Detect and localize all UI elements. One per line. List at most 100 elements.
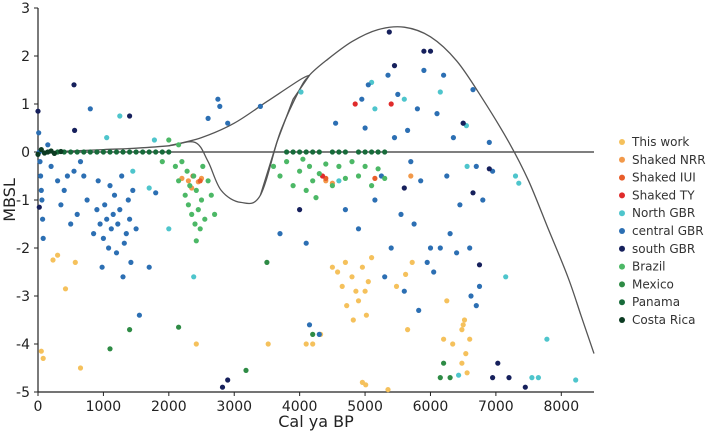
point-central-gbr <box>362 125 368 131</box>
point-north-gbr <box>336 178 342 184</box>
point-this-work <box>363 382 369 388</box>
point-brazil <box>191 173 197 179</box>
point-panama <box>290 149 296 155</box>
point-central-gbr <box>342 207 348 213</box>
point-central-gbr <box>277 231 283 237</box>
y-tick-label: -4 <box>16 337 30 353</box>
x-tick-label: 0 <box>34 399 43 415</box>
point-brazil <box>300 156 306 162</box>
point-this-work <box>339 283 345 289</box>
point-brazil <box>192 221 198 227</box>
point-panama <box>336 149 342 155</box>
point-central-gbr <box>454 250 460 256</box>
point-central-gbr <box>58 202 64 208</box>
point-central-gbr <box>38 187 44 193</box>
point-central-gbr <box>48 163 54 169</box>
point-central-gbr <box>306 322 313 328</box>
legend-label-panama: Panama <box>632 295 680 309</box>
point-mexico <box>437 375 443 381</box>
point-panama <box>68 149 74 155</box>
point-brazil <box>382 175 388 181</box>
point-this-work <box>50 257 56 263</box>
upper-curve <box>168 74 310 147</box>
point-brazil <box>212 211 218 217</box>
point-central-gbr <box>106 245 112 251</box>
point-this-work <box>55 252 61 258</box>
point-central-gbr <box>74 211 80 217</box>
point-central-gbr <box>333 120 339 126</box>
point-central-gbr <box>100 235 106 241</box>
point-this-work <box>463 351 469 357</box>
point-panama <box>316 149 322 155</box>
point-central-gbr <box>470 87 476 93</box>
point-brazil <box>313 195 319 201</box>
point-north-gbr <box>535 375 542 381</box>
point-central-gbr <box>153 190 159 196</box>
point-brazil <box>189 211 195 217</box>
point-central-gbr <box>401 288 407 294</box>
point-south-gbr <box>297 207 303 213</box>
point-brazil <box>297 168 303 174</box>
point-this-work <box>363 312 369 318</box>
point-brazil <box>290 183 296 189</box>
point-central-gbr <box>38 173 44 179</box>
point-central-gbr <box>81 173 87 179</box>
legend-marker-south-gbr <box>619 245 625 252</box>
point-north-gbr <box>191 274 197 280</box>
point-brazil <box>316 171 322 177</box>
x-tick-label: 6000 <box>413 399 449 415</box>
point-south-gbr <box>386 29 392 35</box>
point-central-gbr <box>68 221 74 227</box>
point-mexico <box>441 360 447 366</box>
point-central-gbr <box>257 103 263 109</box>
point-shaked-iui <box>197 178 203 184</box>
point-north-gbr <box>456 372 462 378</box>
point-south-gbr <box>36 204 42 210</box>
point-north-gbr <box>130 168 136 174</box>
point-central-gbr <box>359 96 365 102</box>
point-central-gbr <box>385 72 391 78</box>
point-this-work <box>459 360 465 366</box>
point-panama <box>375 149 381 155</box>
point-central-gbr <box>110 211 116 217</box>
point-this-work <box>405 327 411 333</box>
point-central-gbr <box>64 173 70 179</box>
legend-marker-central-gbr <box>619 228 625 234</box>
legend-label-brazil: Brazil <box>632 260 666 274</box>
point-central-gbr <box>391 135 398 141</box>
point-central-gbr <box>473 303 479 309</box>
point-north-gbr <box>151 137 157 143</box>
legend-label-shaked-nrr: Shaked NRR <box>632 153 706 167</box>
point-central-gbr <box>225 120 231 126</box>
point-brazil <box>362 163 368 169</box>
point-this-work <box>342 259 348 265</box>
point-south-gbr <box>486 166 492 172</box>
x-tick-label: 4000 <box>282 399 318 415</box>
point-this-work <box>461 317 468 323</box>
point-brazil <box>176 178 182 184</box>
point-central-gbr <box>431 269 437 275</box>
point-mexico <box>310 331 316 337</box>
legend-marker-costa-rica <box>619 317 625 323</box>
point-brazil <box>202 216 208 222</box>
point-central-gbr <box>119 173 125 179</box>
point-north-gbr <box>401 96 407 102</box>
point-panama <box>107 149 113 155</box>
point-panama <box>382 149 388 155</box>
point-this-work <box>303 341 309 347</box>
point-this-work <box>464 370 470 376</box>
point-central-gbr <box>84 197 90 203</box>
point-central-gbr <box>77 159 84 165</box>
point-brazil <box>187 183 193 189</box>
point-panama <box>113 149 120 155</box>
point-north-gbr <box>529 375 535 381</box>
point-central-gbr <box>418 178 424 184</box>
point-central-gbr <box>99 264 105 270</box>
point-this-work <box>385 387 391 393</box>
point-brazil <box>369 183 375 189</box>
point-central-gbr <box>398 211 404 217</box>
point-brazil <box>284 159 290 165</box>
point-panama <box>140 149 146 155</box>
